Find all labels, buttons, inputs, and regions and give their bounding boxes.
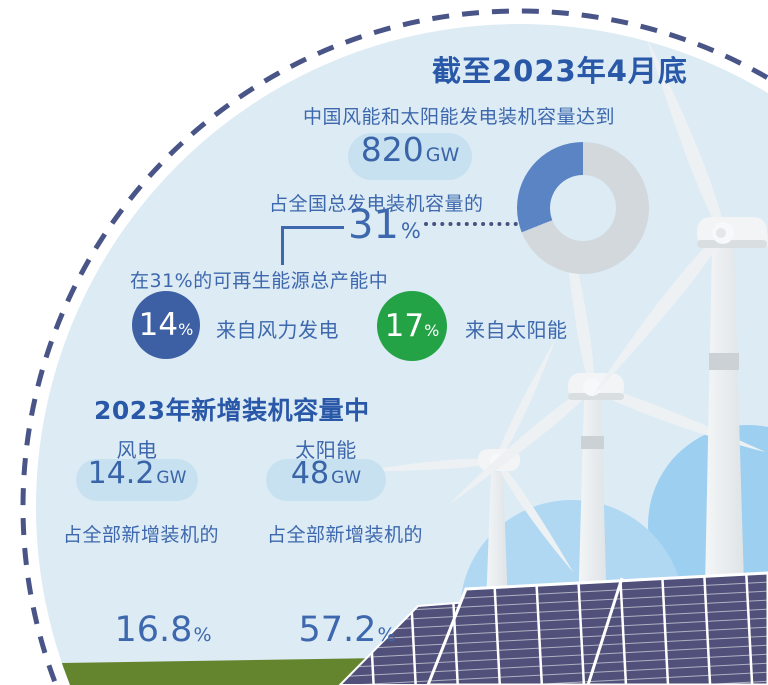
page-title: 截至2023年4月底 [432,54,688,88]
total-share-caption: 占全国总发电装机容量的 [269,193,484,215]
dotted-leader-line [424,222,526,226]
wind-share-circle: 14 % [132,291,200,359]
wind-new-share-unit: % [193,624,212,646]
total-capacity-value: 820 [360,130,424,169]
total-share-donut [517,142,649,274]
solar-new-share-value: 57.2 [298,610,377,650]
additions-solar-unit: GW [331,468,362,488]
total-capacity-value-pill: 820 GW [348,133,472,180]
solar-share-value: 17 [384,307,425,344]
wind-new-share-value: 16.8 [114,610,193,650]
solar-new-share-unit: % [377,624,396,646]
solar-panels [337,571,768,685]
additions-wind-value: 14.2 [87,456,155,491]
hill-right [648,425,768,625]
bracket-connector [281,226,344,265]
additions-solar-value: 48 [290,456,330,491]
solar-new-share-value-group: 57.2 % [272,613,422,648]
wind-share-value: 14 [138,306,179,343]
wind-new-share-value-group: 16.8 % [88,613,238,648]
total-share-unit: % [400,219,421,243]
total-share-value-group: 31 % [348,205,421,245]
total-capacity-caption: 中国风能和太阳能发电装机容量达到 [303,106,616,128]
solar-share-unit: % [424,320,440,340]
wind-share-label: 来自风力发电 [216,318,339,342]
additions-title: 2023年新增装机容量中 [94,396,370,425]
additions-solar-label: 太阳能 [295,438,357,462]
solar-share-label: 来自太阳能 [465,318,568,342]
solar-share-circle: 17 % [377,291,447,361]
total-capacity-unit: GW [425,144,460,166]
additions-wind-label: 风电 [116,438,158,462]
additions-wind-pill: 14.2 GW [76,459,198,501]
total-share-value: 31 [348,202,399,248]
wind-new-share-caption: 占全部新增装机的 [63,524,220,546]
additions-solar-pill: 48 GW [266,459,386,501]
additions-wind-unit: GW [156,468,187,488]
renewable-split-caption: 在31%的可再生能源总产能中 [130,270,389,292]
donut-hole [550,175,616,241]
solar-new-share-caption: 占全部新增装机的 [267,524,424,546]
wind-share-unit: % [178,319,194,339]
